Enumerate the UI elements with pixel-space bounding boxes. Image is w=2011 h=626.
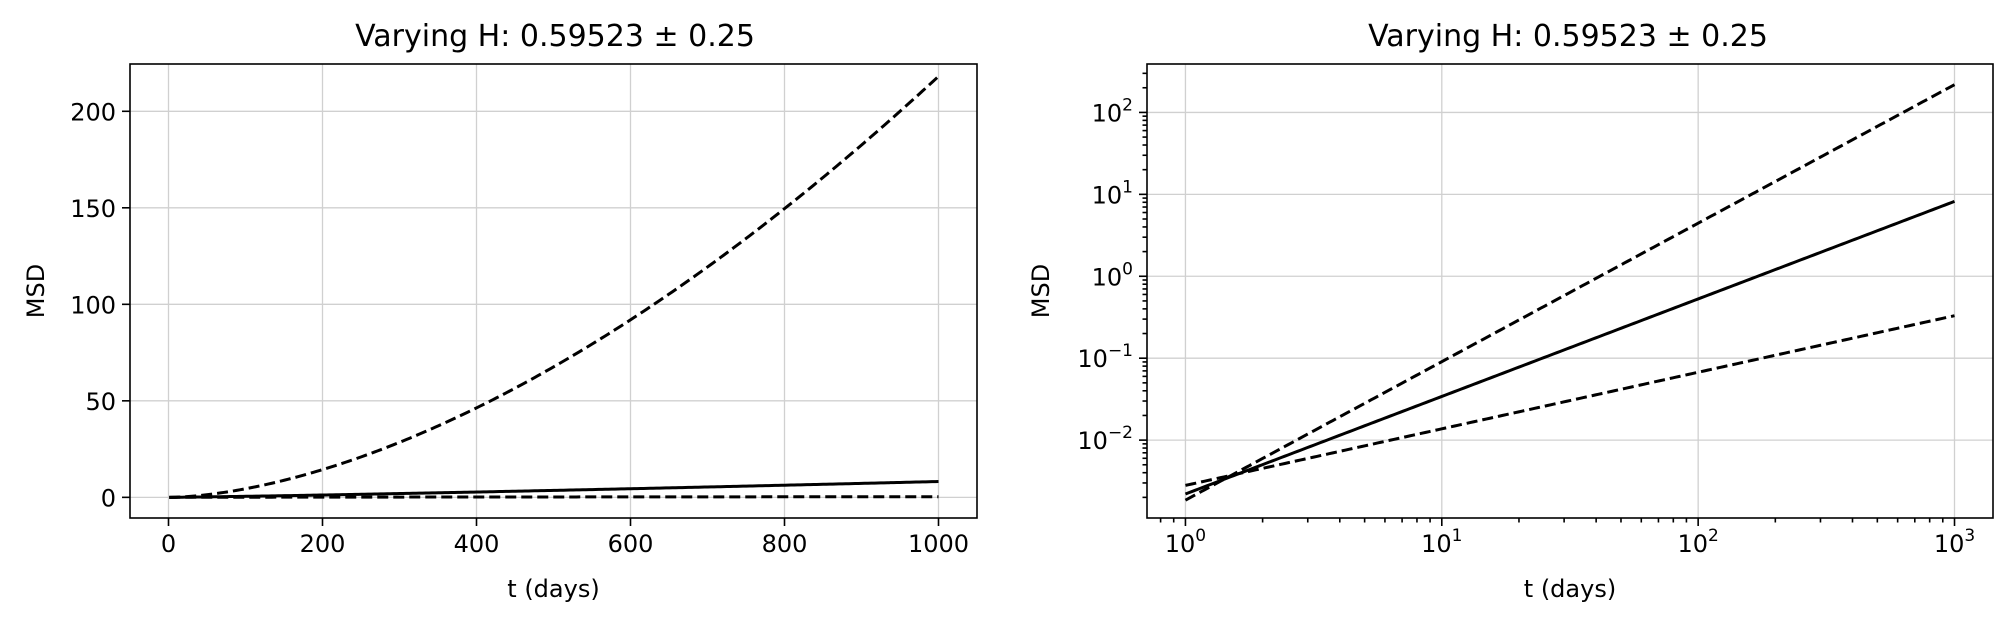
- log-series-line-2: [1184, 199, 1956, 496]
- linear-panel-frame: [129, 63, 978, 519]
- linear-panel-title: Varying H: 0.59523 ± 0.25: [355, 19, 755, 54]
- log-panel-frame: [1146, 63, 1994, 519]
- linear-y-tick-label: 100: [70, 291, 116, 319]
- log-y-tick-label: 102: [1092, 95, 1133, 127]
- linear-x-tick-label: 1000: [908, 530, 969, 558]
- linear-y-tick-label: 150: [70, 195, 116, 223]
- log-panel-x-axis-label: t (days): [1524, 575, 1616, 603]
- linear-y-tick-label: 200: [70, 98, 116, 126]
- log-y-tick-label: 101: [1092, 177, 1133, 209]
- linear-panel-ticks: 0 200 400 600 800 1000 0 50 100 150 200: [70, 98, 969, 558]
- log-panel-ticks: 100 101 102 103 10−2 10−1 100 101 102: [1077, 72, 1975, 558]
- linear-series-line-3: [169, 495, 939, 499]
- log-y-tick-label: 10−1: [1077, 341, 1133, 373]
- log-x-tick-label: 103: [1934, 526, 1975, 558]
- linear-y-tick-label: 0: [101, 484, 116, 512]
- linear-x-tick-label: 0: [161, 530, 176, 558]
- log-x-tick-label: 102: [1677, 526, 1718, 558]
- log-x-tick-label: 101: [1421, 526, 1462, 558]
- log-panel-grid: [1147, 64, 1993, 518]
- log-series-line-1: [1184, 83, 1956, 502]
- loglog-msd-panel: Varying H: 0.59523 ± 0.25 100 101 102 10310…: [1027, 19, 1994, 603]
- linear-panel-series: [169, 75, 940, 499]
- linear-x-tick-label: 400: [454, 530, 500, 558]
- linear-y-tick-label: 50: [85, 388, 116, 416]
- linear-x-tick-label: 800: [762, 530, 808, 558]
- linear-msd-panel: Varying H: 0.59523 ± 0.25 0 200 400 600 800 1…: [22, 19, 978, 603]
- log-series-line-3: [1185, 314, 1955, 487]
- linear-x-tick-label: 600: [608, 530, 654, 558]
- log-panel-y-axis-label: MSD: [1027, 264, 1055, 318]
- log-panel-series: [1184, 83, 1956, 502]
- linear-series-line-1: [169, 75, 940, 499]
- log-x-tick-label: 100: [1165, 526, 1206, 558]
- log-panel-title: Varying H: 0.59523 ± 0.25: [1368, 19, 1768, 54]
- linear-panel-x-axis-label: t (days): [507, 575, 599, 603]
- linear-panel-y-axis-label: MSD: [22, 264, 50, 318]
- log-y-tick-label: 100: [1092, 259, 1133, 291]
- linear-x-tick-label: 200: [300, 530, 346, 558]
- linear-series-line-2: [169, 480, 939, 499]
- log-y-tick-label: 10−2: [1077, 423, 1133, 455]
